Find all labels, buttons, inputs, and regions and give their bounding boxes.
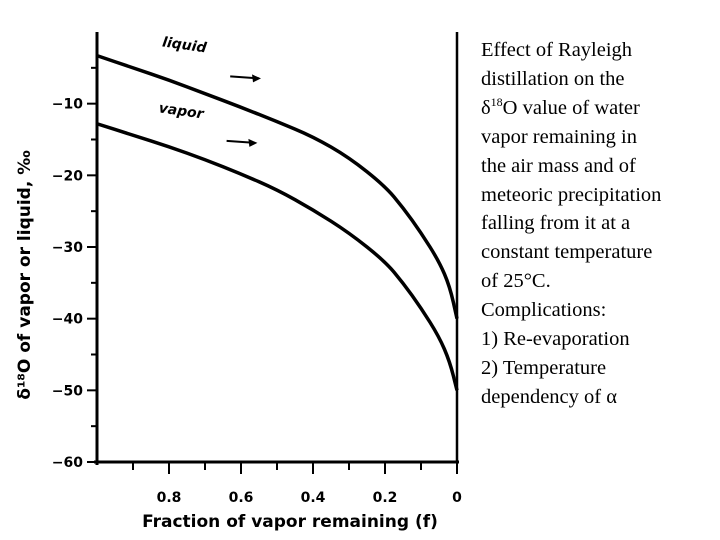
caption-line: meteoric precipitation — [481, 183, 662, 206]
caption-line: Complications: — [481, 299, 607, 322]
plot-frame — [94, 32, 459, 465]
y-axis-ticks: −10 −20 −30 −40 −50 −60 — [52, 66, 97, 471]
y-tick-label: −30 — [52, 240, 83, 256]
superscript-18: 18 — [490, 94, 503, 109]
caption-line: vapor remaining in — [481, 125, 637, 148]
caption-line: of 25°C. — [481, 270, 551, 293]
caption-line-rest: O value of water — [502, 96, 640, 119]
caption-line: 2) Temperature — [481, 356, 607, 379]
caption-line: δ18O value of water — [481, 94, 716, 123]
arrow-head — [248, 138, 258, 147]
arrow-head — [252, 74, 261, 83]
caption-line: Effect of Rayleigh — [481, 39, 633, 61]
delta-symbol: δ — [481, 96, 491, 119]
x-axis-ticks: 0.8 0.6 0.4 0.2 0 — [132, 462, 462, 506]
x-axis-title: Fraction of vapor remaining (f) — [142, 512, 438, 532]
caption-text: Effect of Rayleigh distillation on the δ… — [481, 36, 716, 412]
caption-line: 1) Re-evaporation — [481, 328, 630, 351]
series-label-vapor: vapor — [158, 100, 206, 122]
caption-line: constant temperature — [481, 241, 653, 264]
x-tick-label: 0.8 — [157, 490, 182, 506]
series-lines: liquid vapor — [96, 34, 459, 391]
x-tick-label: 0.2 — [373, 490, 398, 506]
x-tick-label: 0.6 — [229, 490, 254, 506]
y-tick-label: −40 — [52, 312, 83, 328]
rayleigh-chart: −10 −20 −30 −40 −50 −60 0.8 0.6 0.4 0.2 0 liquid v… — [15, 32, 462, 532]
caption-line: distillation on the — [481, 67, 625, 90]
caption-line: dependency of α — [481, 383, 716, 412]
caption-line: the air mass and of — [481, 154, 636, 177]
x-tick-label: 0 — [452, 490, 462, 506]
series-label-liquid: liquid — [161, 34, 208, 56]
y-tick-label: −20 — [52, 168, 83, 184]
caption-line: falling from it at a — [481, 212, 631, 235]
series-line-vapor — [96, 122, 459, 391]
caption-last-text: dependency of — [481, 385, 602, 408]
y-axis-title: δ¹⁸O of vapor or liquid, ‰ — [15, 150, 35, 400]
y-tick-label: −50 — [52, 383, 83, 399]
y-tick-label: −10 — [52, 97, 83, 113]
x-tick-label: 0.4 — [301, 490, 326, 506]
alpha-symbol: α — [606, 385, 617, 408]
y-tick-label: −60 — [52, 455, 83, 471]
series-line-liquid — [96, 53, 459, 320]
